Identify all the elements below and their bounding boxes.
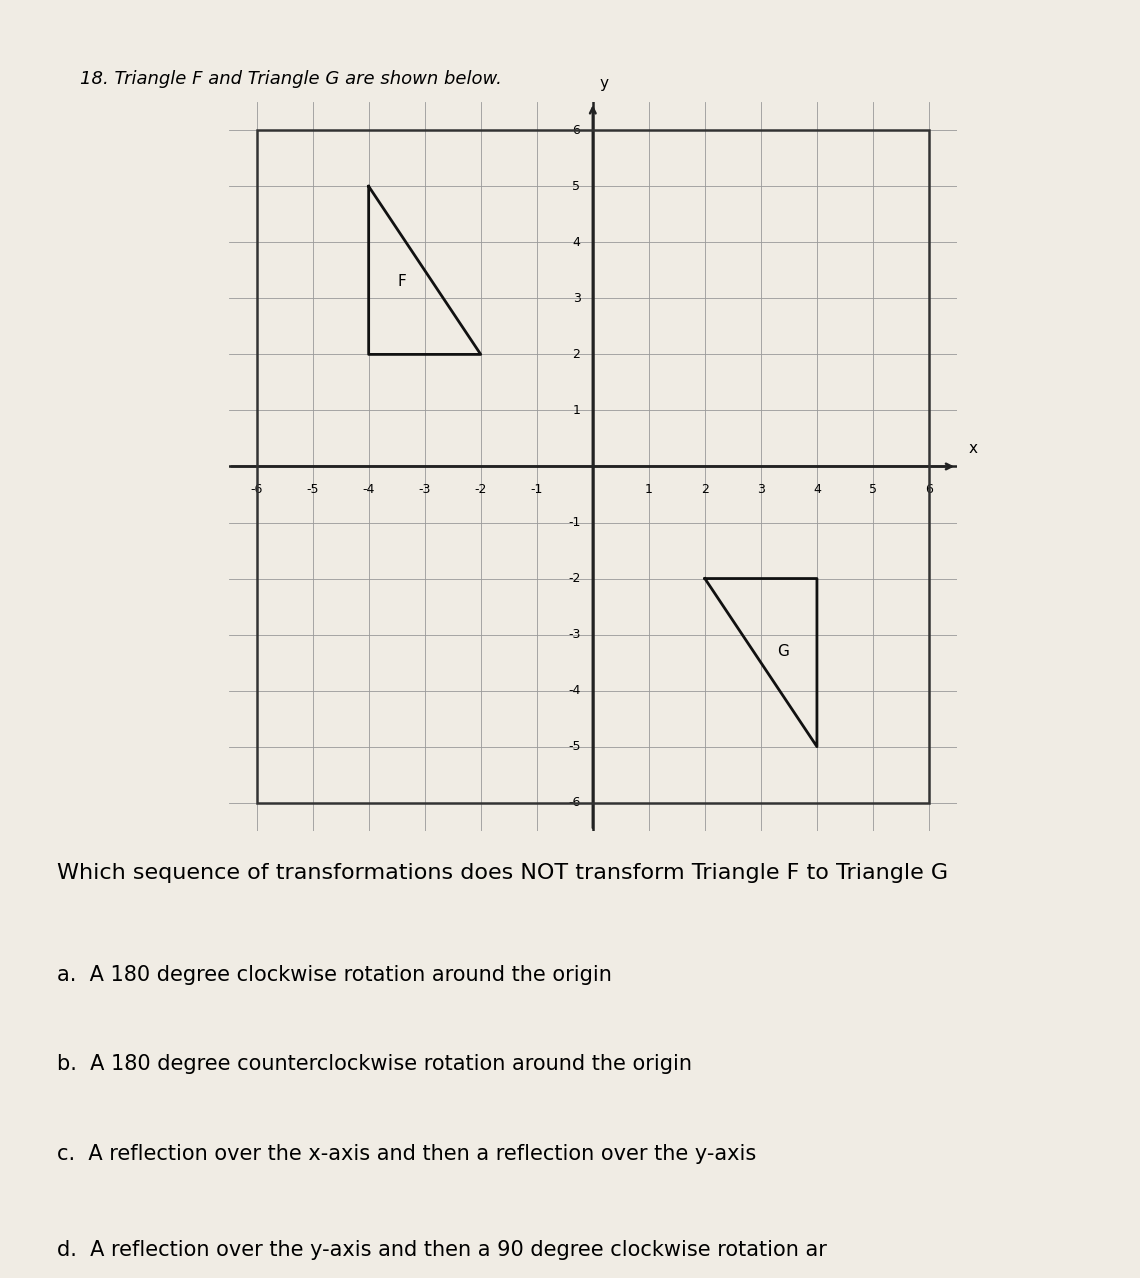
Text: 4: 4 <box>572 236 580 249</box>
Text: -6: -6 <box>251 483 263 496</box>
Text: Which sequence of transformations does NOT transform Triangle F to Triangle G: Which sequence of transformations does N… <box>57 863 948 883</box>
Text: a.  A 180 degree clockwise rotation around the origin: a. A 180 degree clockwise rotation aroun… <box>57 965 612 985</box>
Text: y: y <box>600 75 609 91</box>
Text: -2: -2 <box>474 483 487 496</box>
Text: -1: -1 <box>568 516 580 529</box>
Text: 3: 3 <box>572 291 580 305</box>
Text: -5: -5 <box>568 740 580 753</box>
Text: G: G <box>777 644 789 659</box>
Text: 2: 2 <box>701 483 709 496</box>
Text: x: x <box>968 441 977 456</box>
Text: -6: -6 <box>568 796 580 809</box>
Text: 4: 4 <box>813 483 821 496</box>
Text: 3: 3 <box>757 483 765 496</box>
Text: -4: -4 <box>363 483 375 496</box>
Text: -3: -3 <box>568 627 580 642</box>
Text: F: F <box>398 273 407 289</box>
Text: 1: 1 <box>572 404 580 417</box>
Text: 5: 5 <box>572 180 580 193</box>
Text: 5: 5 <box>869 483 877 496</box>
Text: b.  A 180 degree counterclockwise rotation around the origin: b. A 180 degree counterclockwise rotatio… <box>57 1054 692 1075</box>
Text: -3: -3 <box>418 483 431 496</box>
Text: -4: -4 <box>568 684 580 697</box>
Text: 18. Triangle F and Triangle G are shown below.: 18. Triangle F and Triangle G are shown … <box>80 70 502 88</box>
Text: 2: 2 <box>572 348 580 360</box>
Text: -2: -2 <box>568 573 580 585</box>
Text: c.  A reflection over the x-axis and then a reflection over the y-axis: c. A reflection over the x-axis and then… <box>57 1144 756 1164</box>
Text: -5: -5 <box>307 483 319 496</box>
Text: d.  A reflection over the y-axis and then a 90 degree clockwise rotation ar: d. A reflection over the y-axis and then… <box>57 1240 826 1260</box>
Text: 1: 1 <box>645 483 653 496</box>
Text: -1: -1 <box>530 483 543 496</box>
Text: 6: 6 <box>572 124 580 137</box>
Text: 6: 6 <box>925 483 933 496</box>
